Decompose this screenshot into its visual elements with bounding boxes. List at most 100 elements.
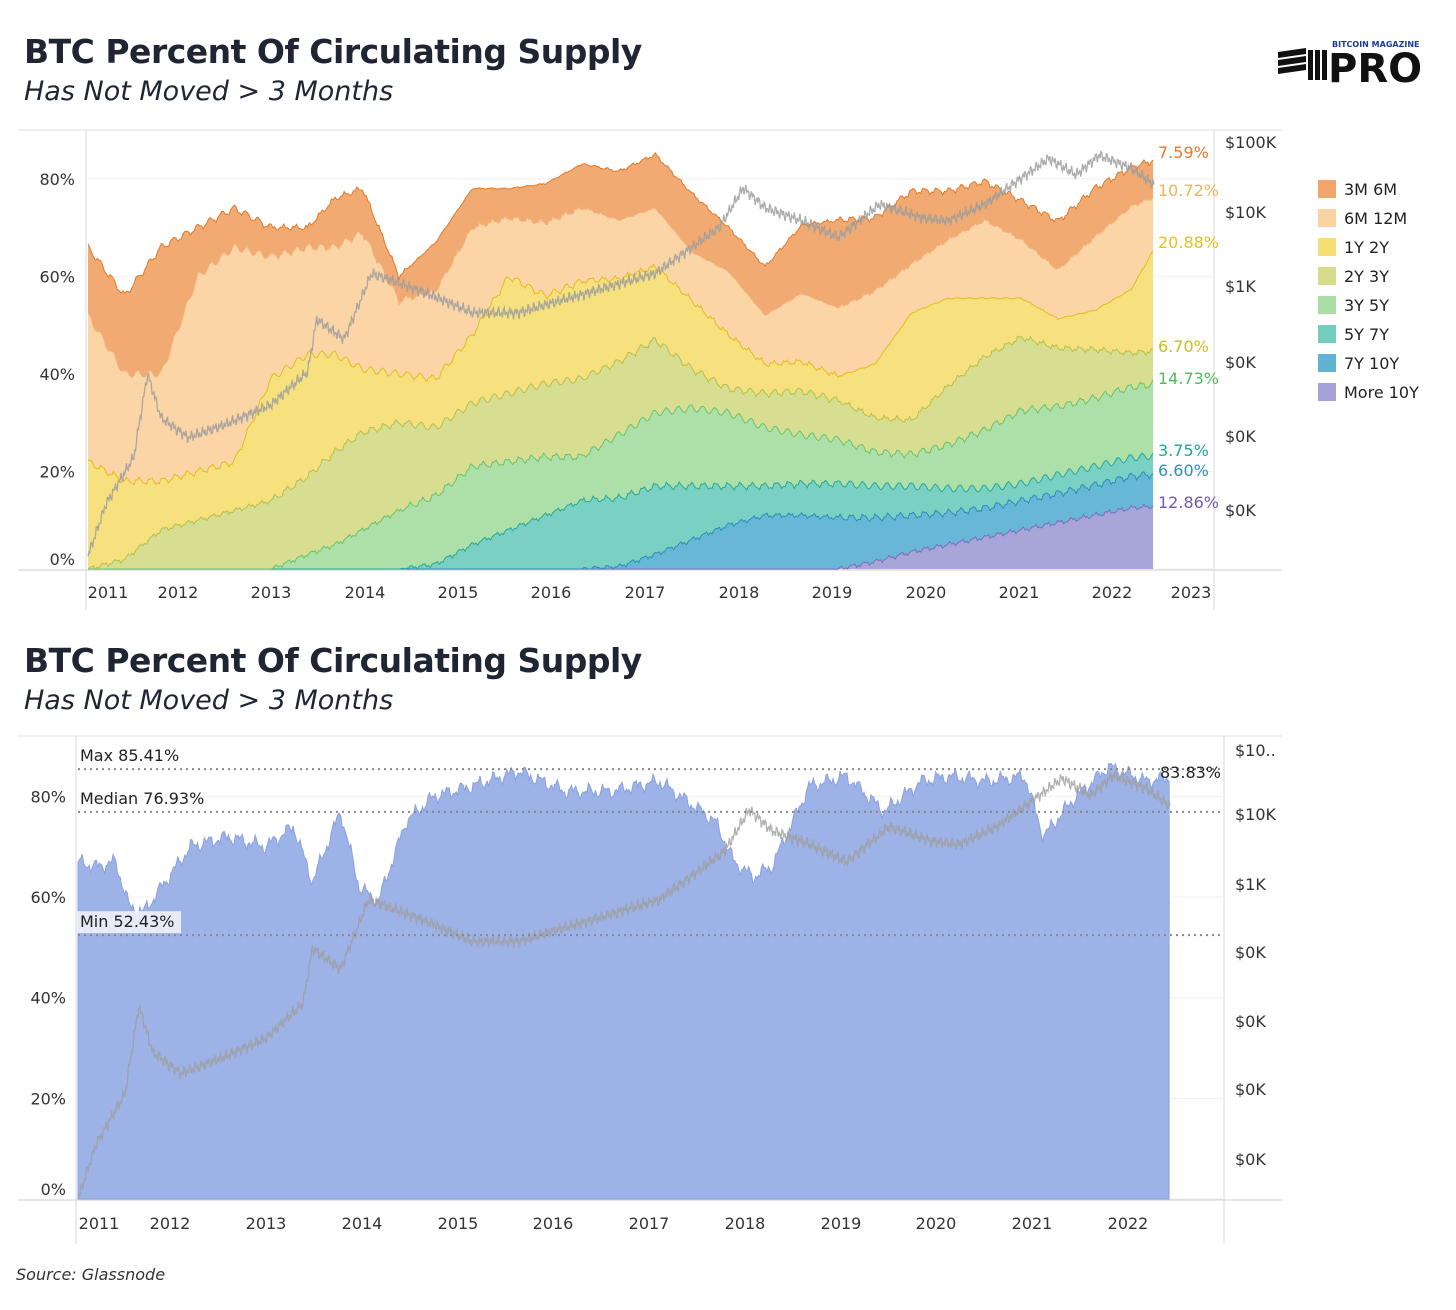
chart1-x-tick-label: 2018 [719, 583, 760, 602]
chart1-area-3y-5y [88, 380, 1154, 569]
chart2-y2-tick-label: $0K [1235, 1150, 1266, 1169]
chart1-legend-label: 5Y 7Y [1344, 325, 1389, 344]
chart1-legend-label: 2Y 3Y [1344, 267, 1389, 286]
chart2-y2-tick-label: $10.. [1235, 741, 1276, 760]
logo-main-text: PRO [1328, 46, 1422, 88]
chart1-legend-swatch [1318, 180, 1336, 198]
chart1-series-edge [87, 152, 1154, 294]
chart2-y2-tick-label: $10K [1235, 805, 1277, 824]
chart2-x-tick-label: 2011 [79, 1214, 120, 1233]
chart2-y-tick-label: 20% [30, 1089, 66, 1108]
chart2-y-tick-label: 80% [30, 787, 66, 806]
chart2-y-tick-label: 60% [30, 888, 66, 907]
bitcoin-magazine-pro-logo: BITCOIN MAGAZINE PRO [1278, 40, 1422, 88]
chart1-legend-swatch [1318, 267, 1336, 285]
chart1-x-tick-label: 2023 [1171, 583, 1212, 602]
chart2-y2-tick-label: $0K [1235, 943, 1266, 962]
chart2-x-tick-label: 2020 [916, 1214, 957, 1233]
chart1-area-2y-3y [88, 336, 1154, 569]
chart1-y2-tick-label: $0K [1225, 427, 1256, 446]
source-note: Source: Glassnode [16, 1265, 166, 1284]
chart1-end-label: 10.72% [1158, 181, 1219, 200]
chart2-price-line [77, 769, 1171, 1199]
stacked-area-chart: 0% 20% 40% 60% 80% 7.59% 10.72% 20.88% 6.70% 14.7… [18, 129, 1419, 610]
chart1-legend-swatch [1318, 325, 1336, 343]
chart1-legend-label: 3M 6M [1344, 180, 1397, 199]
chart2-y-tick-label: 40% [30, 989, 66, 1008]
chart1-legend-swatch [1318, 354, 1336, 372]
chart1-legend-label: 6M 12M [1344, 209, 1407, 228]
chart1-legend-swatch [1318, 238, 1336, 256]
chart2-reference-label: Max 85.41% [80, 746, 179, 765]
chart2-x-tick-label: 2019 [821, 1214, 862, 1233]
chart1-series-edge [87, 196, 1154, 379]
chart1-series-edge [88, 379, 1154, 570]
chart1-y-tick-label: 60% [39, 267, 75, 286]
chart2-x-tick-label: 2012 [150, 1214, 191, 1233]
chart1-y2-tick-label: $10K [1225, 203, 1267, 222]
chart2-x-tick-label: 2021 [1012, 1214, 1053, 1233]
chart2-y2-tick-label: $0K [1235, 1080, 1266, 1099]
chart1-y2-tick-label: $1K [1225, 277, 1256, 296]
chart1-x-tick-label: 2014 [345, 583, 386, 602]
chart1-area-5y-7y [88, 453, 1154, 569]
chart1-end-label: 6.70% [1158, 337, 1209, 356]
chart1-area-7y-10y [88, 471, 1154, 569]
chart2-min-label-bg [77, 911, 181, 934]
chart1-end-label: 6.60% [1158, 461, 1209, 480]
chart1-area-6m-12m [88, 197, 1154, 485]
chart2-x-tick-label: 2016 [533, 1214, 574, 1233]
chart2-last-value-label: 83.83% [1160, 763, 1221, 782]
chart1-y-tick-label: 40% [39, 365, 75, 384]
chart1-legend-swatch [1318, 209, 1336, 227]
chart1-area-1y-2y [88, 251, 1154, 569]
chart2-x-tick-label: 2018 [725, 1214, 766, 1233]
chart1-series-edge [87, 335, 1154, 570]
chart1-y-tick-label: 20% [39, 462, 75, 481]
chart1-x-tick-label: 2016 [531, 583, 572, 602]
chart1-end-label: 14.73% [1158, 369, 1219, 388]
chart1-x-tick-label: 2019 [812, 583, 853, 602]
chart2-y2-tick-label: $0K [1235, 1012, 1266, 1031]
chart1-y2-tick-label: $0K [1225, 501, 1256, 520]
chart1-area-3m-6m [88, 152, 1154, 378]
chart1-legend-swatch [1318, 383, 1336, 401]
chart1-legend-label: More 10Y [1344, 383, 1419, 402]
chart2-reference-label: Median 76.93% [80, 789, 204, 808]
chart1-price-line [87, 150, 1155, 557]
chart2-y-tick-label: 0% [41, 1180, 66, 1199]
chart2-subtitle: Has Not Moved > 3 Months [24, 685, 394, 716]
chart1-legend-swatch [1318, 296, 1336, 314]
chart1-end-label: 12.86% [1158, 493, 1219, 512]
chart2-title: BTC Percent Of Circulating Supply [24, 641, 642, 680]
chart1-y-tick-label: 80% [39, 170, 75, 189]
chart1-x-tick-label: 2011 [88, 583, 129, 602]
chart2-x-tick-label: 2015 [438, 1214, 479, 1233]
chart1-x-tick-label: 2013 [251, 583, 292, 602]
chart1-end-label: 20.88% [1158, 233, 1219, 252]
chart1-title: BTC Percent Of Circulating Supply [24, 32, 642, 71]
chart1-x-tick-label: 2021 [999, 583, 1040, 602]
chart1-legend-label: 7Y 10Y [1344, 354, 1399, 373]
hodl-area-chart: 0% 20% 40% 60% 80% Max 85.41% Median 76.93% Min… [18, 735, 1282, 1244]
chart2-x-tick-label: 2013 [246, 1214, 287, 1233]
logo-stripes-icon [1278, 48, 1327, 80]
chart1-end-label: 7.59% [1158, 143, 1209, 162]
chart2-x-tick-label: 2017 [629, 1214, 670, 1233]
chart1-end-label: 3.75% [1158, 441, 1209, 460]
chart2-y2-tick-label: $1K [1235, 875, 1266, 894]
chart1-subtitle: Has Not Moved > 3 Months [24, 76, 394, 107]
chart1-legend-label: 3Y 5Y [1344, 296, 1389, 315]
chart1-area-more-10y [88, 504, 1154, 569]
chart1-x-tick-label: 2022 [1092, 583, 1133, 602]
chart2-reference-label: Min 52.43% [80, 912, 174, 931]
chart2-area [77, 762, 1170, 1200]
chart1-x-tick-label: 2020 [906, 583, 947, 602]
chart1-x-tick-label: 2017 [625, 583, 666, 602]
chart2-x-tick-label: 2014 [342, 1214, 383, 1233]
chart1-x-tick-label: 2012 [158, 583, 199, 602]
chart2-x-tick-label: 2022 [1108, 1214, 1149, 1233]
chart1-y2-tick-label: $0K [1225, 353, 1256, 372]
chart1-x-tick-label: 2015 [438, 583, 479, 602]
chart1-y-tick-label: 0% [50, 550, 75, 569]
